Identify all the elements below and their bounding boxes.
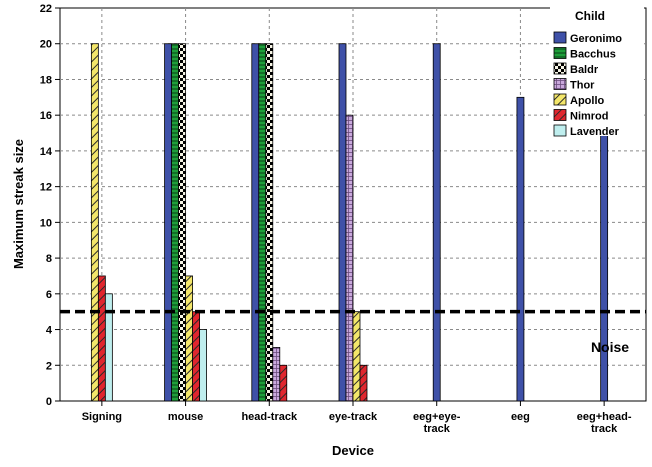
bar-apollo-eye-track [352,311,361,402]
legend-label-geronimo: Geronimo [570,33,622,45]
legend-swatch-baldr [553,62,567,75]
x-tick-label: head-track [241,411,298,423]
bar-baldr-head-track [265,43,274,402]
legend-title: Child [575,9,605,23]
bar-nimrod-eye-track [359,364,368,402]
legend-label-bacchus: Bacchus [570,49,616,61]
y-tick-label: 22 [40,3,52,15]
legend-label-apollo: Apollo [570,95,604,107]
legend-swatch-nimrod [553,109,567,121]
bar-geronimo-head-track [251,43,260,402]
legend-label-lavender: Lavender [570,126,620,138]
bar-nimrod-signing [97,275,106,402]
bar-geronimo-mouse [164,43,172,402]
y-tick-label: 4 [46,325,53,337]
legend-swatch-geronimo [553,31,567,44]
y-tick-label: 2 [46,360,52,372]
x-tick-label: eeg+eye-track [413,411,461,435]
bar-geronimo-eeg [516,96,525,402]
legend-swatch-bacchus [553,47,567,59]
bar-geronimo-eeg-eye-track [432,43,441,402]
bars [90,43,609,402]
y-tick-label: 14 [40,146,53,158]
bar-nimrod-mouse [192,311,200,402]
bar-bacchus-mouse [171,43,179,402]
legend-label-baldr: Baldr [570,64,599,76]
y-tick-label: 10 [40,217,52,229]
y-tick-label: 6 [46,289,52,301]
axes: 0 2 4 6 8 10 12 14 16 18 20 22 Signing mouse head-trac… [40,3,632,435]
x-tick-label: eeg+head-track [577,411,632,435]
x-tick-label: eeg [511,411,530,423]
bar-baldr-mouse [178,43,186,402]
legend-swatch-thor [553,78,567,90]
y-tick-label: 8 [46,253,52,265]
bar-thor-eye-track [345,114,354,402]
bar-lavender-mouse [199,329,207,402]
legend-label-thor: Thor [570,80,595,92]
y-tick-label: 0 [46,396,52,408]
x-tick-label: Signing [82,411,122,423]
bar-bacchus-head-track [258,43,267,402]
noise-annotation: Noise [591,339,629,355]
legend-label-nimrod: Nimrod [570,111,609,123]
legend: Child Geronimo Bacchus Baldr Thor Apollo Nimro… [550,6,644,138]
y-tick-label: 12 [40,182,52,194]
y-tick-label: 20 [40,39,52,51]
bar-apollo-signing [90,43,99,402]
legend-swatch-lavender [553,124,567,137]
x-axis-title: Device [332,443,374,458]
bar-apollo-mouse [185,275,193,402]
legend-swatch-apollo [553,93,567,106]
bar-thor-head-track [272,347,281,402]
grid [60,8,646,401]
bar-nimrod-head-track [279,364,288,402]
bar-geronimo-eye-track [338,43,347,402]
y-tick-label: 18 [40,74,52,86]
x-tick-label: mouse [168,411,203,423]
bar-geronimo-eeg-head-track [600,132,609,402]
x-tick-label: eye-track [329,411,378,423]
y-axis-title: Maximum streak size [11,139,26,269]
bar-lavender-signing [104,293,113,402]
y-tick-label: 16 [40,110,52,122]
